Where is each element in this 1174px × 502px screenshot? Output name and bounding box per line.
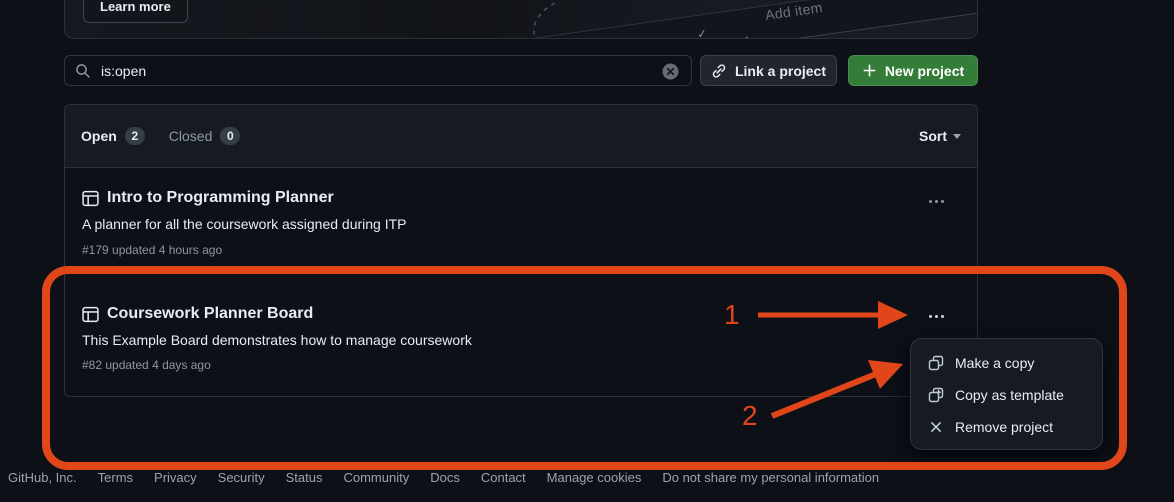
clear-search-button[interactable] [662, 63, 679, 80]
menu-item-make-a-copy[interactable]: Make a copy [911, 347, 1102, 379]
project-description: This Example Board demonstrates how to m… [82, 332, 472, 348]
footer-link-status[interactable]: Status [285, 470, 323, 485]
search-icon [75, 63, 91, 79]
x-icon [928, 419, 944, 435]
tab-closed-label: Closed [168, 128, 213, 144]
search-value: is:open [101, 62, 147, 79]
link-icon [711, 63, 727, 79]
menu-item-label: Copy as template [955, 387, 1064, 403]
learn-more-button[interactable]: Learn more [83, 0, 188, 23]
menu-item-label: Remove project [955, 419, 1054, 435]
list-header: Open 2 Closed 0 Sort [65, 105, 977, 168]
footer-link-community[interactable]: Community [343, 470, 410, 485]
check-icon: ✓ [696, 26, 708, 39]
annotation-step-1: 1 [724, 299, 740, 330]
footer: GitHub, Inc. Terms Privacy Security Stat… [8, 470, 1168, 485]
dashed-curve-decoration [533, 0, 560, 38]
menu-item-remove-project[interactable]: Remove project [911, 411, 1102, 443]
projects-list-card: Open 2 Closed 0 Sort Intro to Programmin… [64, 104, 978, 397]
footer-link-privacy[interactable]: Privacy [154, 470, 197, 485]
table-project-icon [82, 190, 99, 207]
promo-banner: Add item ✓ Bot Learn more [64, 0, 978, 39]
footer-link-manage-cookies[interactable]: Manage cookies [546, 470, 642, 485]
sort-label: Sort [919, 128, 947, 144]
copy-icon [928, 355, 944, 371]
project-options-button[interactable] [924, 194, 948, 208]
new-project-label: New project [884, 62, 965, 79]
tab-closed[interactable]: Closed 0 [169, 127, 241, 145]
row-divider [65, 268, 977, 269]
footer-copyright: GitHub, Inc. [8, 470, 77, 485]
project-options-button[interactable] [924, 309, 948, 323]
footer-link-security[interactable]: Security [217, 470, 265, 485]
menu-item-copy-as-template[interactable]: Copy as template [911, 379, 1102, 411]
footer-link-docs[interactable]: Docs [430, 470, 460, 485]
table-project-icon [82, 306, 99, 323]
menu-item-label: Make a copy [955, 355, 1035, 371]
tab-open-label: Open [81, 128, 117, 144]
project-meta: #82 updated 4 days ago [82, 358, 211, 372]
link-a-project-button[interactable]: Link a project [700, 55, 837, 86]
annotation-step-2: 2 [742, 400, 758, 431]
copy-template-icon [928, 387, 944, 403]
link-a-project-label: Link a project [734, 62, 827, 79]
footer-link-terms[interactable]: Terms [97, 470, 134, 485]
sort-button[interactable]: Sort [919, 128, 961, 144]
open-count-badge: 2 [124, 127, 145, 145]
plus-icon [862, 63, 877, 78]
tab-open[interactable]: Open 2 [81, 127, 145, 145]
project-title-link[interactable]: Coursework Planner Board [107, 305, 314, 322]
footer-link-do-not-share[interactable]: Do not share my personal information [662, 470, 880, 485]
new-project-button[interactable]: New project [848, 55, 978, 86]
project-meta: #179 updated 4 hours ago [82, 243, 223, 257]
chevron-down-icon [953, 133, 961, 139]
footer-link-contact[interactable]: Contact [480, 470, 526, 485]
closed-count-badge: 0 [220, 127, 241, 145]
project-description: A planner for all the coursework assigne… [82, 216, 407, 232]
project-context-menu: Make a copy Copy as template Remove pr [910, 338, 1103, 450]
project-title-link[interactable]: Intro to Programming Planner [107, 189, 334, 206]
search-input[interactable]: is:open [64, 55, 692, 86]
